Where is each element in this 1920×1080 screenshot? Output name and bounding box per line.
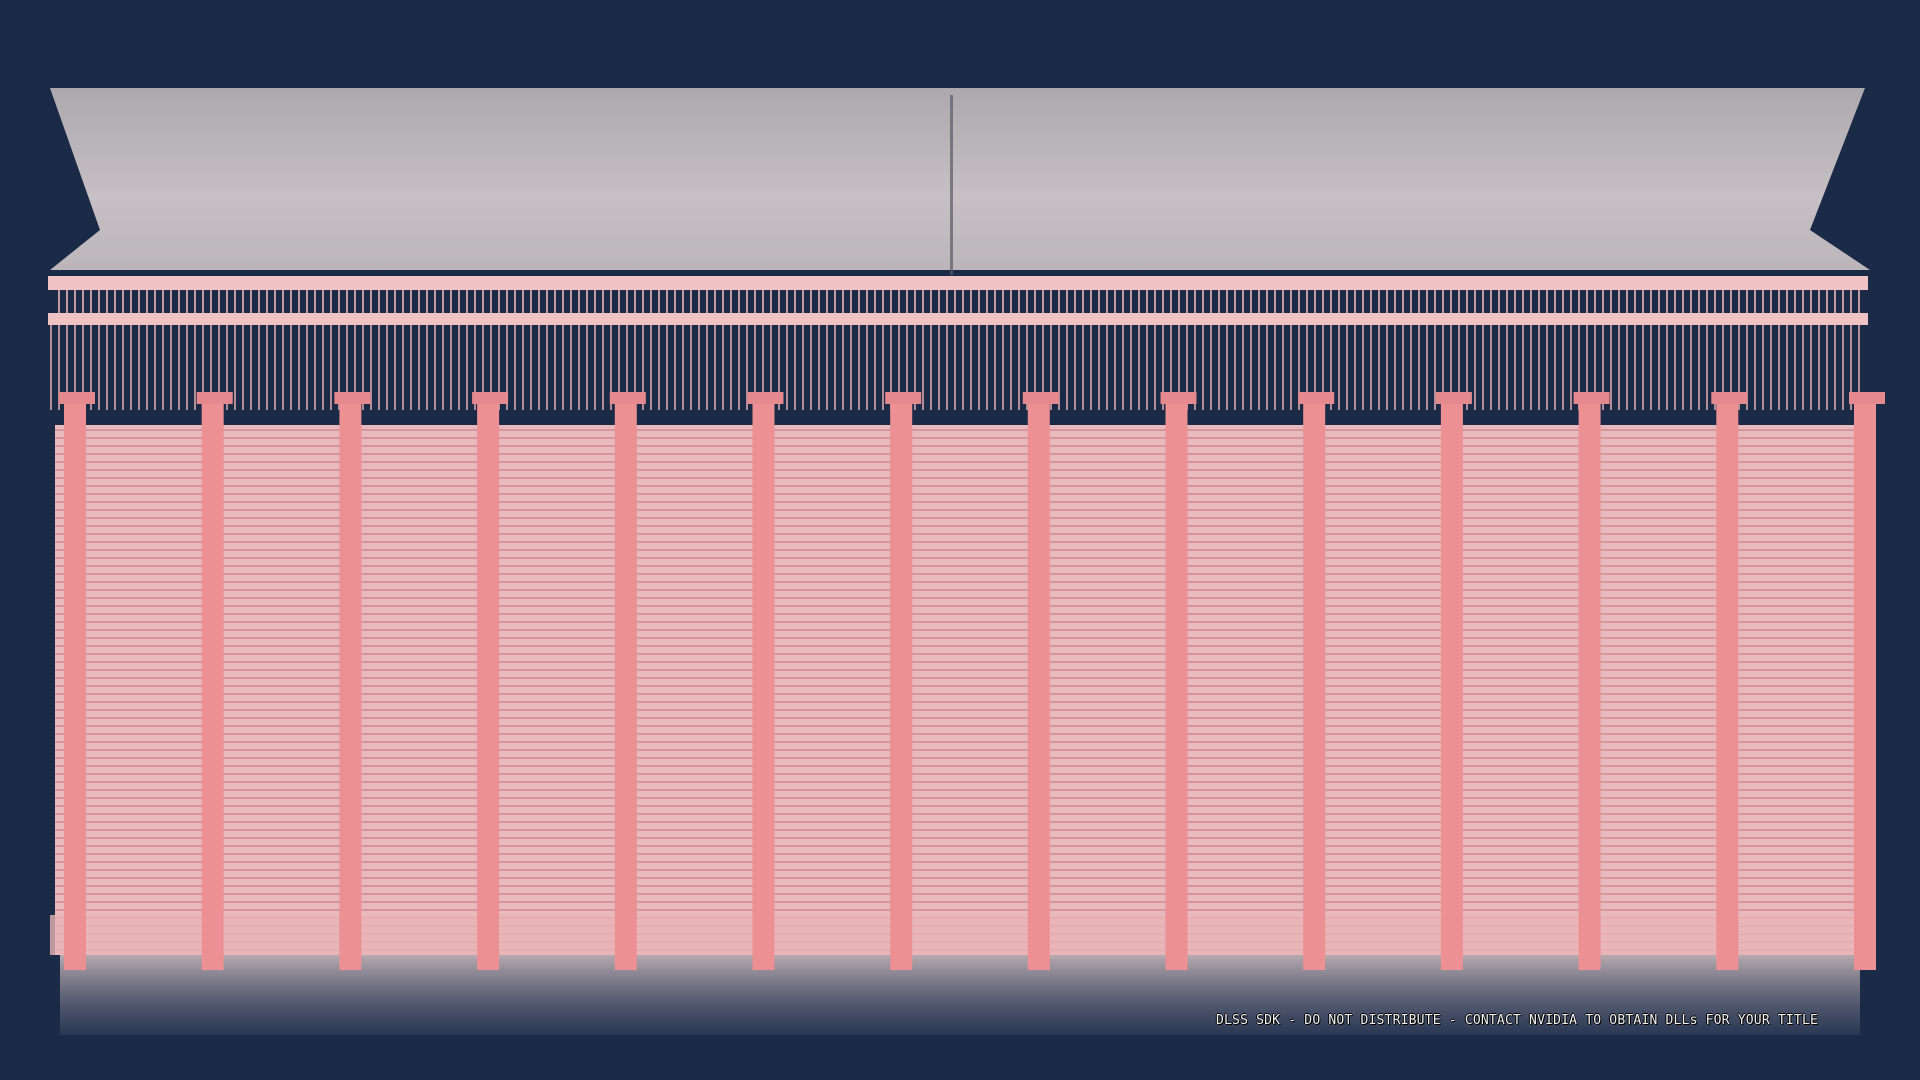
dlss-watermark: DLSS SDK - DO NOT DISTRIBUTE - CONTACT N… [1216, 1013, 1818, 1028]
pillar-cap [1573, 392, 1610, 404]
pillar-cap [885, 392, 922, 404]
pillar-group [59, 392, 1885, 970]
pillar-cap [1849, 392, 1885, 404]
pillar-cap [196, 392, 233, 404]
pillar-cap [1298, 392, 1335, 404]
pillar-cap [334, 392, 371, 404]
pillar-cap [1435, 392, 1472, 404]
pillar [1440, 392, 1463, 970]
pillar-cap [472, 392, 509, 404]
pillar-cap [1022, 392, 1059, 404]
pillar [1578, 392, 1601, 970]
pillar-cap [59, 392, 95, 404]
pillar-cap [609, 392, 646, 404]
pillar [1165, 392, 1188, 970]
pillar [890, 392, 913, 970]
pillar [477, 392, 500, 970]
pillar [201, 392, 224, 970]
pillar [339, 392, 362, 970]
pillar [64, 392, 86, 970]
pillar [1303, 392, 1326, 970]
pillar [752, 392, 775, 970]
pillar [1854, 392, 1876, 970]
pillar-cap [747, 392, 784, 404]
pillar-cap [1160, 392, 1197, 404]
pillar [1716, 392, 1739, 970]
pillar [614, 392, 637, 970]
pillar [1027, 392, 1050, 970]
pillar-cap [1711, 392, 1748, 404]
fog-ceiling [50, 88, 1870, 270]
top-rail [48, 276, 1868, 290]
